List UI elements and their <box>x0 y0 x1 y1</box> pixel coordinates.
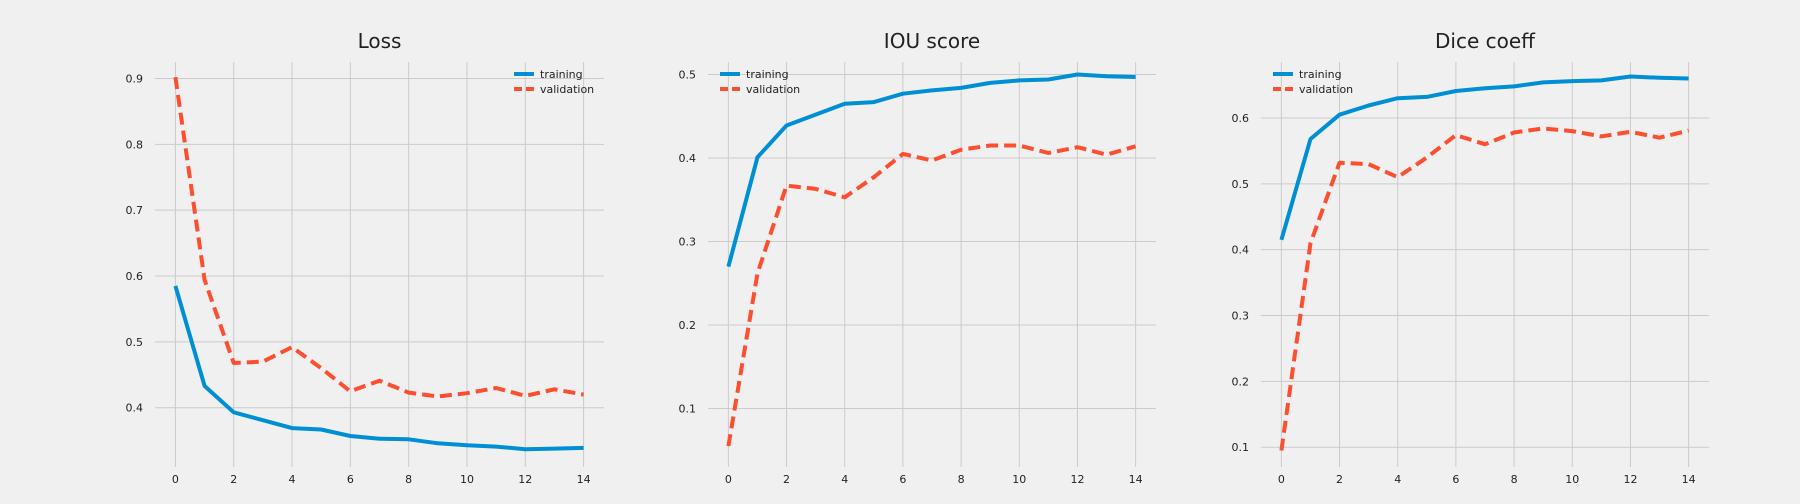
series-line-validation <box>1279 126 1690 451</box>
charts-group: 0 2 4 6 8 10 12 14 0.4 0.5 0.6 0.7 0.8 0.9 Loss trainin… <box>126 29 1709 486</box>
y-tick-label: 0.2 <box>679 319 697 332</box>
y-tick-label: 0.8 <box>126 138 144 151</box>
y-tick-label: 0.5 <box>679 69 697 82</box>
chart-title: Dice coeff <box>1435 29 1536 53</box>
x-tick-label: 2 <box>1336 473 1343 486</box>
y-tick-label: 0.3 <box>679 236 697 249</box>
x-tick-label: 2 <box>783 473 790 486</box>
y-tick-label: 0.3 <box>1232 310 1250 323</box>
x-tick-label: 14 <box>1129 473 1143 486</box>
legend: training validation <box>1273 68 1353 96</box>
y-tick-label: 0.1 <box>679 403 697 416</box>
series-line-validation <box>726 143 1137 447</box>
x-tick-label: 10 <box>1012 473 1026 486</box>
x-tick-label: 14 <box>1682 473 1696 486</box>
y-tick-label: 0.4 <box>679 152 697 165</box>
x-tick-label: 12 <box>1070 473 1084 486</box>
x-tick-label: 10 <box>460 473 474 486</box>
x-tick-label: 12 <box>518 473 532 486</box>
x-tick-label: 0 <box>172 473 179 486</box>
gridlines <box>155 62 604 467</box>
legend-label-training: training <box>746 68 789 81</box>
legend-label-training: training <box>1299 68 1342 81</box>
x-tick-label: 0 <box>725 473 732 486</box>
legend-label-validation: validation <box>540 83 594 96</box>
x-tick-label: 8 <box>958 473 965 486</box>
x-tick-label: 6 <box>347 473 354 486</box>
x-tick-label: 14 <box>577 473 591 486</box>
legend-label-training: training <box>540 68 583 81</box>
y-tick-label: 0.5 <box>126 336 144 349</box>
x-tick-label: 0 <box>1278 473 1285 486</box>
y-tick-label: 0.1 <box>1232 441 1250 454</box>
x-tick-label: 10 <box>1565 473 1579 486</box>
chart-title: Loss <box>358 29 402 53</box>
x-tick-label: 2 <box>230 473 237 486</box>
x-tick-label: 6 <box>1452 473 1459 486</box>
chart-panel-1: 0 2 4 6 8 10 12 14 0.4 0.5 0.6 0.7 0.8 0.9 Loss trainin… <box>126 29 604 486</box>
x-tick-label: 8 <box>405 473 412 486</box>
legend-label-validation: validation <box>1299 83 1353 96</box>
x-tick-label: 8 <box>1511 473 1518 486</box>
y-tick-label: 0.4 <box>1232 244 1250 257</box>
y-tick-label: 0.4 <box>126 402 144 415</box>
y-tick-label: 0.6 <box>1232 112 1250 125</box>
series-line-training <box>726 72 1136 268</box>
chart-title: IOU score <box>884 29 980 53</box>
legend-label-validation: validation <box>746 83 800 96</box>
chart-panel-2: 0 2 4 6 8 10 12 14 0.1 0.2 0.3 0.4 0.5 IOU score train… <box>679 29 1156 486</box>
legend: training validation <box>720 68 800 96</box>
legend: training validation <box>514 68 594 96</box>
y-tick-label: 0.7 <box>126 204 144 217</box>
x-tick-label: 6 <box>899 473 906 486</box>
y-tick-label: 0.2 <box>1232 375 1250 388</box>
x-tick-label: 4 <box>1394 473 1401 486</box>
series-line-training <box>173 285 584 452</box>
y-tick-label: 0.5 <box>1232 178 1250 191</box>
series-line-training <box>1279 74 1689 241</box>
x-tick-label: 4 <box>289 473 296 486</box>
x-tick-label: 4 <box>841 473 848 486</box>
chart-panel-3: 0 2 4 6 8 10 12 14 0.1 0.2 0.3 0.4 0.5 0.6 Dice coeff t… <box>1232 29 1709 486</box>
y-tick-label: 0.9 <box>126 72 144 85</box>
y-tick-label: 0.6 <box>126 270 144 283</box>
x-tick-label: 12 <box>1623 473 1637 486</box>
series-line-validation <box>173 76 584 399</box>
